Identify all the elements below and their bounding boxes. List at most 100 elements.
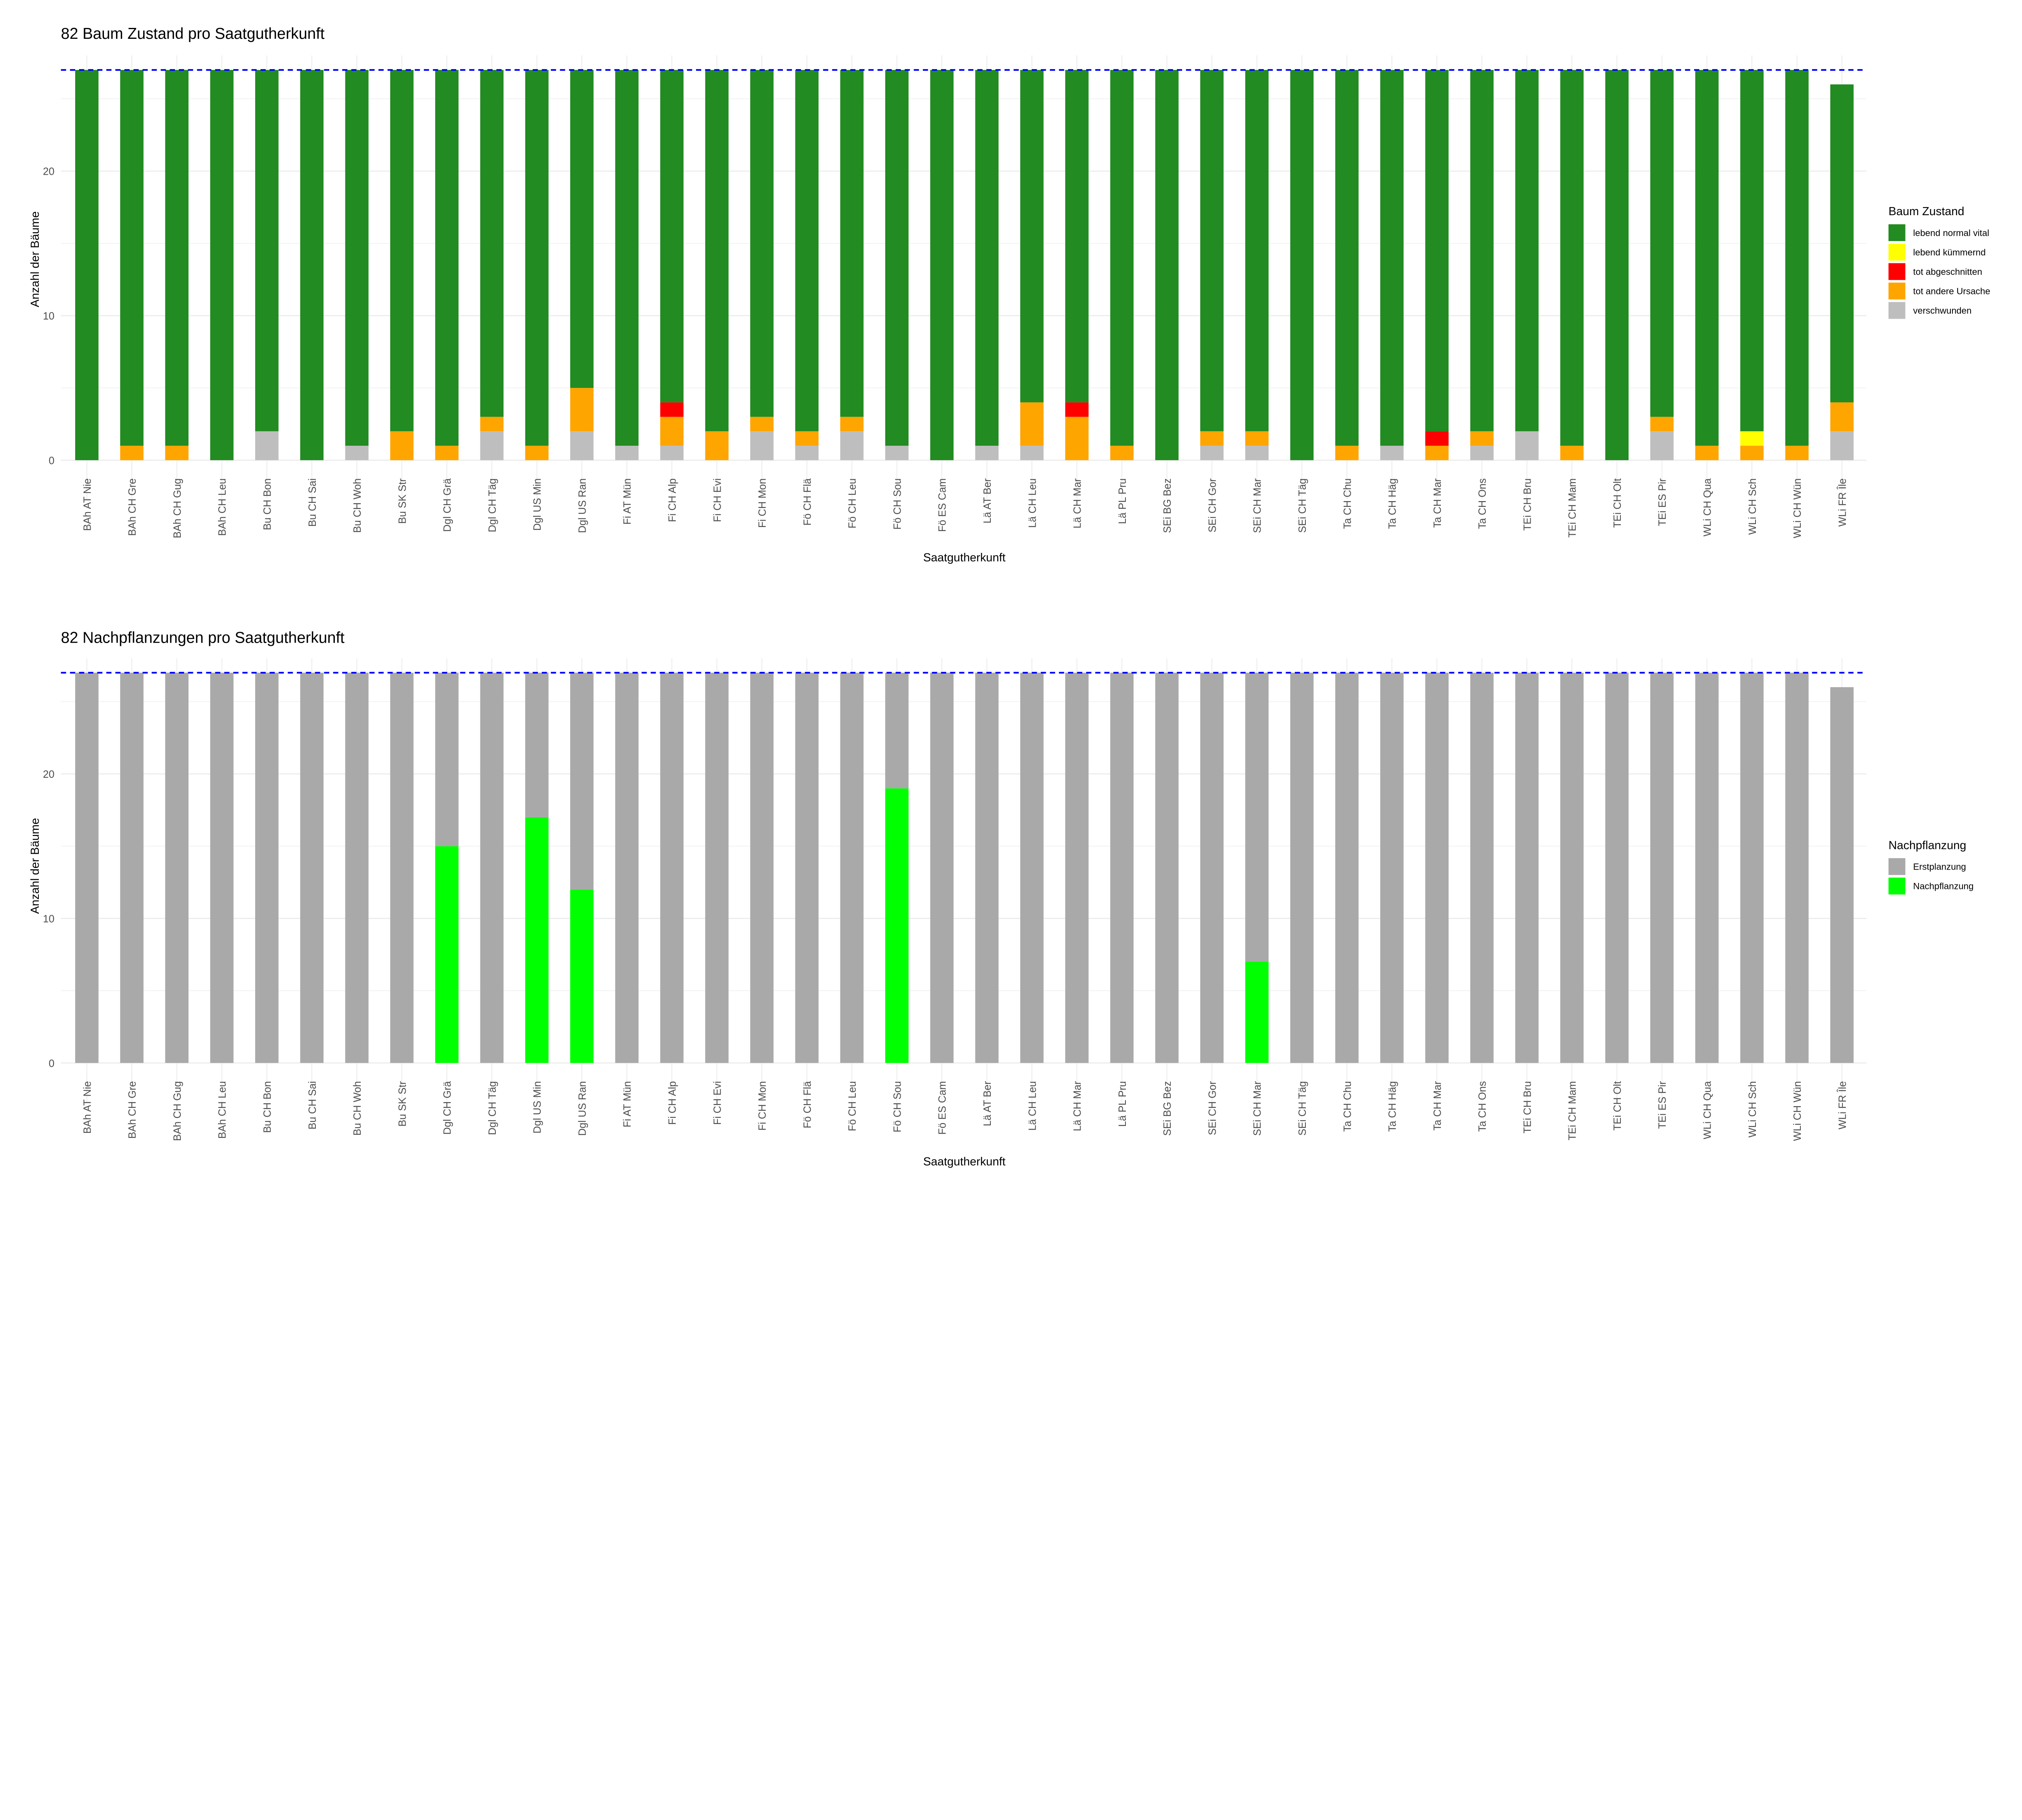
x-tick-label: Bu CH Woh (352, 1081, 363, 1136)
chart-title: 82 Nachpflanzungen pro Saatgutherkunft (61, 629, 345, 647)
bar-segment-tot-andere-ursache (1335, 446, 1359, 460)
bar-segment-lebend-normal-vital (1515, 70, 1539, 432)
y-axis-title: Anzahl der Bäume (29, 211, 42, 307)
x-tick-label: TEi CH Mam (1567, 478, 1578, 538)
x-tick-label: SEi CH Gor (1207, 1081, 1218, 1135)
bar-segment-lebend-normal-vital (1560, 70, 1584, 446)
x-tick-label: Lä AT Ber (982, 478, 993, 523)
bar-segment-lebend-normal-vital (795, 70, 819, 432)
bar-segment-verschwunden (975, 446, 999, 460)
bar-segment-lebend-normal-vital (750, 70, 774, 417)
bar-segment-tot-andere-ursache (660, 417, 684, 446)
x-tick-label: Dgl CH Täg (487, 478, 498, 532)
bar-segment-lebend-normal-vital (1695, 70, 1719, 446)
bar-segment-verschwunden (840, 431, 864, 460)
x-axis-title: Saatgutherkunft (923, 551, 1006, 564)
x-tick-label: SEi CH Mar (1252, 1081, 1263, 1136)
bar-segment-verschwunden (1245, 446, 1269, 460)
bar-segment-erstplanzung (1290, 673, 1314, 1063)
bar-segment-erstplanzung (1560, 673, 1584, 1063)
bar-segment-erstplanzung (1245, 673, 1269, 962)
legend-swatch (1888, 224, 1906, 241)
x-tick-label: Dgl US Min (532, 1081, 543, 1134)
x-tick-label: Fö CH Sou (892, 478, 903, 530)
bar-segment-erstplanzung (1200, 673, 1224, 1063)
x-tick-label: Ta CH Häg (1387, 1081, 1398, 1132)
panel-1: 82 Baum Zustand pro Saatgutherkunft 0 10 20… (29, 25, 1990, 564)
bar-segment-lebend-normal-vital (1470, 70, 1494, 432)
bar-segment-erstplanzung (75, 673, 99, 1063)
bar-segment-lebend-normal-vital (1380, 70, 1404, 446)
bar-segment-erstplanzung (1605, 673, 1629, 1063)
bar-segment-tot-andere-ursache (1740, 446, 1764, 460)
x-tick-label: BAh CH Gug (172, 478, 183, 538)
bar-segment-tot-andere-ursache (1560, 446, 1584, 460)
bar-segment-lebend-normal-vital (1740, 70, 1764, 432)
legend-swatch (1888, 282, 1906, 300)
bar-segment-lebend-normal-vital (615, 70, 639, 446)
x-tick-label: WLi CH Wün (1792, 478, 1803, 538)
bar-segment-lebend-normal-vital (975, 70, 999, 446)
x-tick-label: Lä PL Pru (1117, 478, 1128, 524)
chart-title: 82 Baum Zustand pro Saatgutherkunft (61, 25, 325, 42)
x-tick-label: Lä AT Ber (982, 1081, 993, 1126)
x-tick-label: Bu CH Sai (307, 478, 318, 527)
bar-segment-lebend-normal-vital (525, 70, 549, 446)
legend-title: Baum Zustand (1889, 205, 1964, 218)
x-tick-label: Lä CH Mar (1072, 1081, 1083, 1131)
bar-segment-tot-andere-ursache (840, 417, 864, 432)
bar-segment-erstplanzung (705, 673, 729, 1063)
x-tick-label: WLi CH Sch (1747, 1081, 1758, 1138)
x-tick-label: WLi CH Qua (1702, 1081, 1713, 1139)
bar-segment-verschwunden (1515, 431, 1539, 460)
x-tick-label: BAh CH Gug (172, 1081, 183, 1141)
x-tick-label: WLi CH Qua (1702, 478, 1713, 537)
x-tick-label: Bu CH Sai (307, 1081, 318, 1130)
bar-segment-tot-andere-ursache (1830, 402, 1854, 432)
x-tick-label: Dgl CH Grä (442, 478, 453, 532)
bar-segment-lebend-normal-vital (1245, 70, 1269, 432)
panel-2: 82 Nachpflanzungen pro Saatgutherkunft 0 1… (29, 629, 1973, 1168)
bar-segment-erstplanzung (300, 673, 324, 1063)
bar-segment-tot-andere-ursache (1785, 446, 1809, 460)
bar-segment-lebend-normal-vital (75, 70, 99, 460)
x-tick-label: Ta CH Chu (1342, 1081, 1353, 1132)
bar-segment-lebend-normal-vital (1020, 70, 1044, 402)
bar-segment-tot-andere-ursache (1650, 417, 1674, 432)
x-tick-label: SEi CH Täg (1297, 1081, 1308, 1136)
bar-segment-erstplanzung (1515, 673, 1539, 1063)
legend-swatch (1888, 858, 1906, 875)
bar-segment-erstplanzung (1695, 673, 1719, 1063)
bar-segment-erstplanzung (255, 673, 279, 1063)
y-tick-label: 20 (43, 166, 55, 178)
bar-segment-lebend-normal-vital (1155, 70, 1179, 460)
bar-segment-lebend-normal-vital (660, 70, 684, 402)
bar-segment-verschwunden (345, 446, 369, 460)
x-tick-label: BAh CH Gre (127, 1081, 138, 1139)
bar-segment-erstplanzung (1650, 673, 1674, 1063)
x-tick-label: Fö ES Cam (937, 478, 948, 532)
bar-segment-verschwunden (1650, 431, 1674, 460)
bar-segment-lebend-normal-vital (1605, 70, 1629, 460)
x-tick-label: Ta CH Mar (1432, 1081, 1443, 1131)
x-tick-label: Ta CH Chu (1342, 478, 1353, 529)
bar-segment-verschwunden (750, 431, 774, 460)
bar-segment-erstplanzung (1785, 673, 1809, 1063)
x-tick-label: TEi CH Mam (1567, 1081, 1578, 1141)
x-tick-label: SEi CH Mar (1252, 478, 1263, 533)
bar-segment-lebend-normal-vital (480, 70, 504, 417)
legend: Nachpflanzung Erstplanzung Nachpflanzung (1888, 839, 1973, 895)
bar-segment-verschwunden (255, 431, 279, 460)
x-tick-label: Fi AT Mün (622, 478, 633, 525)
legend-swatch (1888, 243, 1906, 261)
bar-segment-tot-andere-ursache (390, 431, 414, 460)
bar-segment-erstplanzung (1020, 673, 1044, 1063)
legend-label: Erstplanzung (1913, 862, 1966, 872)
bar-segment-erstplanzung (570, 673, 594, 890)
bar-segment-erstplanzung (1470, 673, 1494, 1063)
legend-label: tot andere Ursache (1913, 286, 1990, 296)
legend-label: lebend normal vital (1913, 228, 1989, 238)
x-tick-label: TEi CH Olt (1612, 1081, 1623, 1130)
bar-segment-verschwunden (885, 446, 909, 460)
bar-segment-lebend-normal-vital (165, 70, 189, 446)
